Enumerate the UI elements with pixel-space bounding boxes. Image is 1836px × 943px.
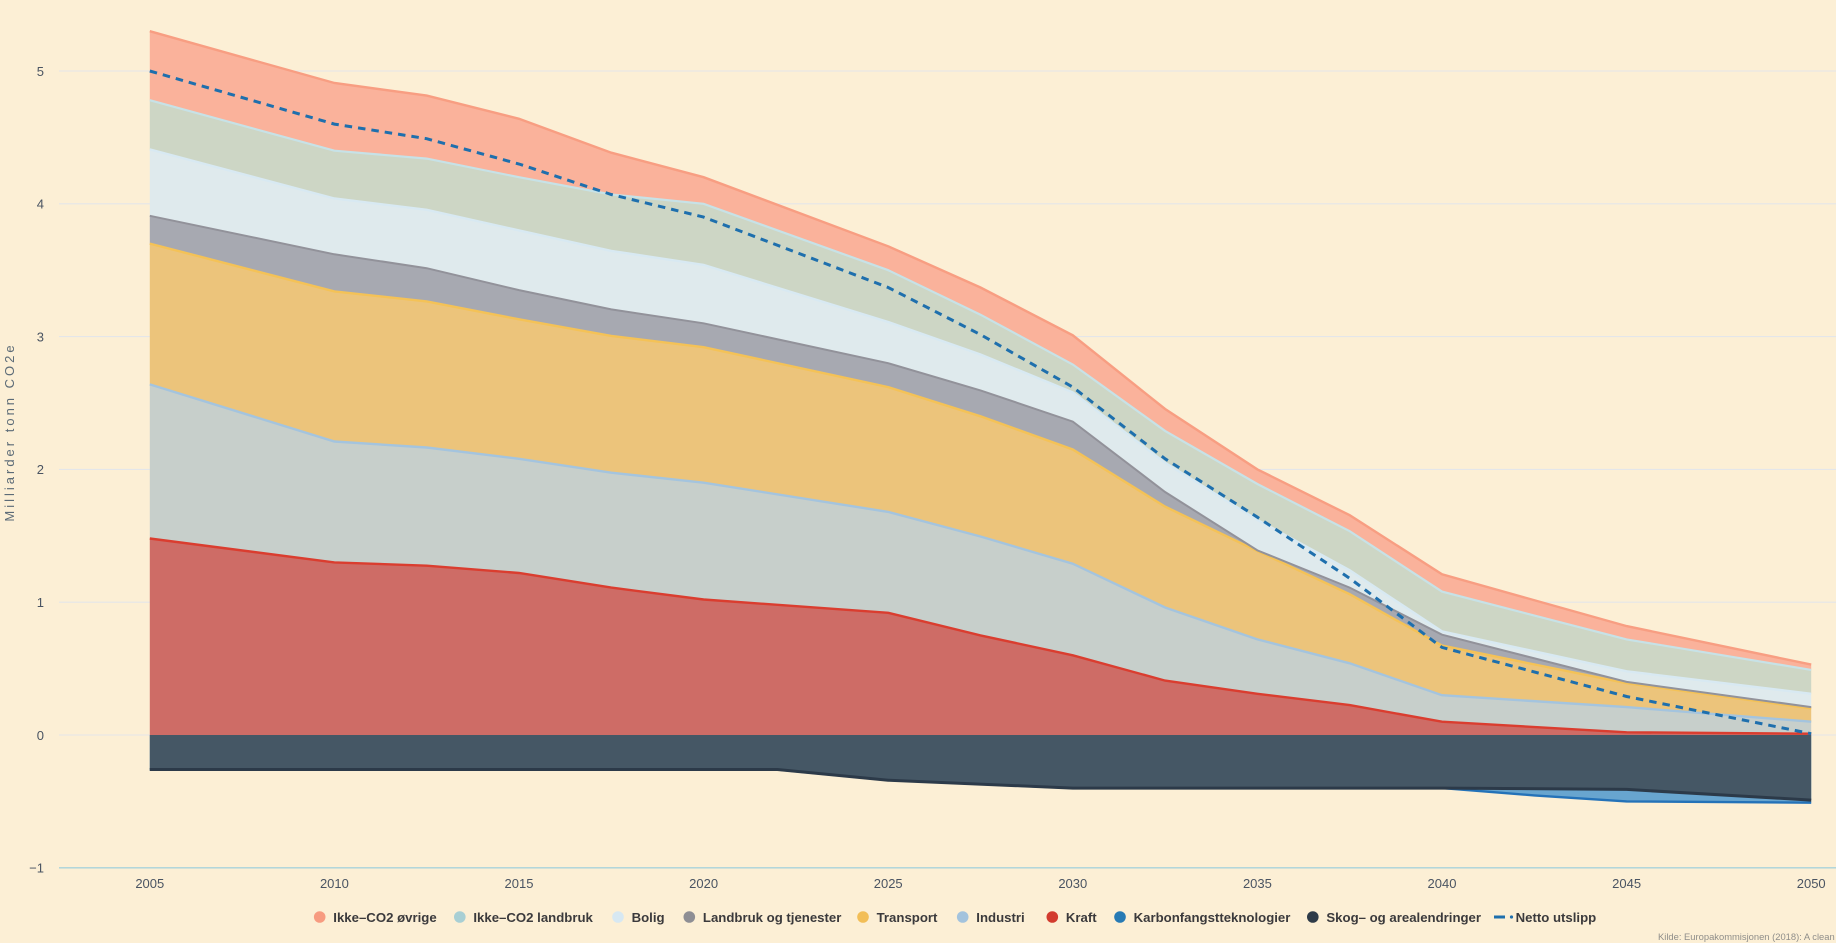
svg-text:Kilde: Europakommisjonen (2018: Kilde: Europakommisjonen (2018): A clean… bbox=[1658, 931, 1836, 942]
svg-text:2040: 2040 bbox=[1428, 876, 1457, 891]
svg-text:Karbonfangstteknologier: Karbonfangstteknologier bbox=[1134, 910, 1291, 925]
svg-text:4: 4 bbox=[37, 197, 44, 212]
svg-text:1: 1 bbox=[37, 595, 44, 610]
svg-text:Transport: Transport bbox=[877, 910, 938, 925]
svg-text:2025: 2025 bbox=[874, 876, 903, 891]
svg-text:2005: 2005 bbox=[135, 876, 164, 891]
svg-text:2020: 2020 bbox=[689, 876, 718, 891]
svg-text:Ikke–CO2 landbruk: Ikke–CO2 landbruk bbox=[473, 910, 593, 925]
svg-text:Kraft: Kraft bbox=[1066, 910, 1097, 925]
svg-text:2030: 2030 bbox=[1058, 876, 1087, 891]
svg-text:2: 2 bbox=[37, 462, 44, 477]
svg-text:Skog– og arealendringer: Skog– og arealendringer bbox=[1326, 910, 1481, 925]
svg-text:Netto utslipp: Netto utslipp bbox=[1516, 910, 1597, 925]
svg-text:Ikke–CO2 øvrige: Ikke–CO2 øvrige bbox=[333, 910, 436, 925]
svg-text:2015: 2015 bbox=[505, 876, 534, 891]
svg-text:2010: 2010 bbox=[320, 876, 349, 891]
svg-text:Landbruk og tjenester: Landbruk og tjenester bbox=[703, 910, 842, 925]
svg-text:2050: 2050 bbox=[1797, 876, 1826, 891]
svg-text:2045: 2045 bbox=[1612, 876, 1641, 891]
svg-text:5: 5 bbox=[37, 64, 44, 79]
svg-text:Bolig: Bolig bbox=[632, 910, 665, 925]
svg-text:Milliarder tonn CO2e: Milliarder tonn CO2e bbox=[2, 342, 17, 521]
svg-text:0: 0 bbox=[37, 728, 44, 743]
svg-text:3: 3 bbox=[37, 329, 44, 344]
svg-text:Industri: Industri bbox=[976, 910, 1024, 925]
svg-text:−1: −1 bbox=[29, 861, 44, 876]
svg-text:2035: 2035 bbox=[1243, 876, 1272, 891]
